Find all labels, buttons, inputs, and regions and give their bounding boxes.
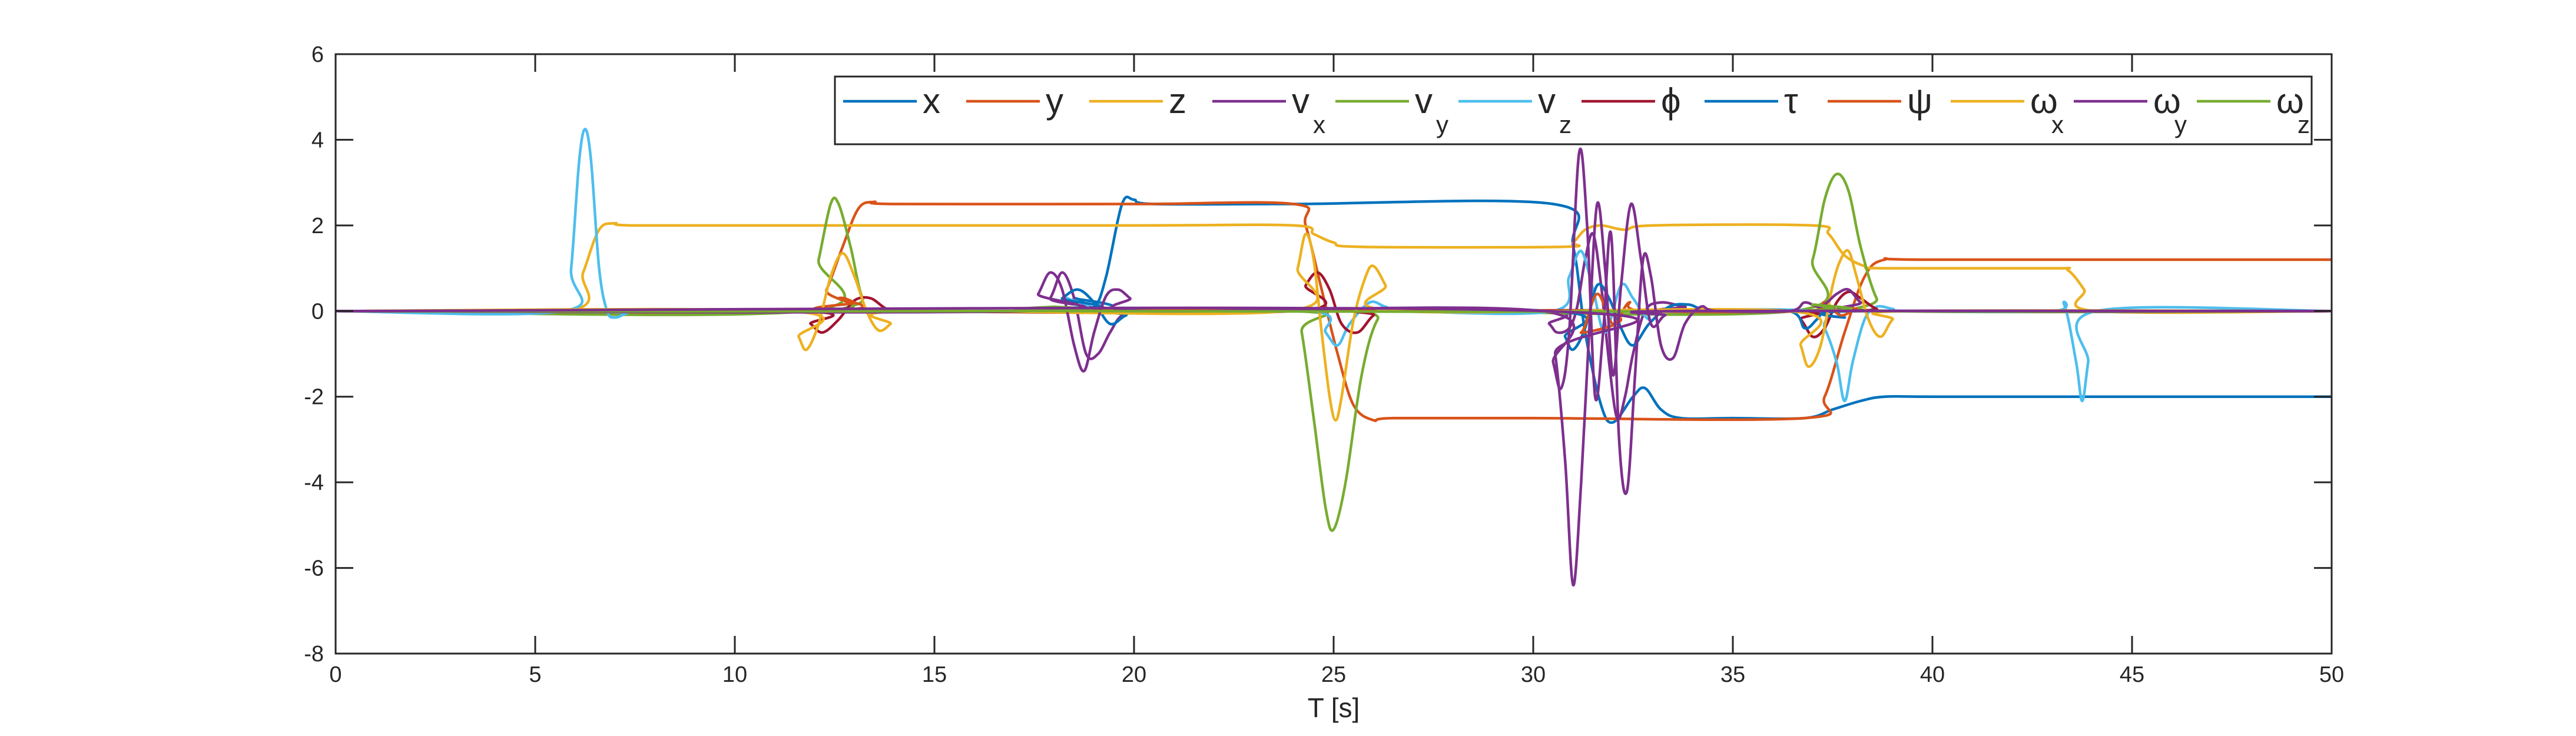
x-tick-label: 50 <box>2319 662 2344 687</box>
x-axis-label: T [s] <box>1308 692 1360 723</box>
series-line-v-x <box>336 232 2332 421</box>
series-line-psi <box>336 292 2332 334</box>
legend-label: ω <box>2153 81 2181 121</box>
series-line-omega-y-secondary <box>336 201 2332 586</box>
legend-item-z: z <box>1089 81 1186 121</box>
legend-label: ψ <box>1907 81 1932 121</box>
legend-label: x <box>923 81 940 121</box>
series-line-omega-x <box>336 233 2332 422</box>
legend-label: τ <box>1784 81 1798 121</box>
legend-item-tau: τ <box>1705 81 1798 121</box>
legend-label: v <box>1538 81 1556 121</box>
legend-item-omega-y: ωy <box>2074 81 2187 138</box>
x-tick-label: 10 <box>722 662 747 687</box>
x-tick-label: 30 <box>1521 662 1546 687</box>
legend-item-psi: ψ <box>1828 81 1932 121</box>
legend-item-phi: ϕ <box>1582 81 1681 121</box>
legend-label-subscript: z <box>1559 111 1572 138</box>
x-tick-label: 5 <box>529 662 541 687</box>
legend-item-x: x <box>843 81 940 121</box>
x-tick-label: 0 <box>329 662 342 687</box>
legend-label-subscript: y <box>2174 111 2187 138</box>
x-tick-label: 45 <box>2120 662 2144 687</box>
legend-label: ω <box>2030 81 2058 121</box>
y-tick-label: -2 <box>304 385 324 410</box>
legend-label: v <box>1292 81 1309 121</box>
y-tick-label: -4 <box>304 470 324 495</box>
legend-label-subscript: x <box>1313 111 1325 138</box>
y-tick-label: -8 <box>304 642 324 667</box>
legend-label-subscript: y <box>1436 111 1448 138</box>
legend-label: z <box>1169 81 1186 121</box>
legend-item-omega-x: ωx <box>1951 81 2064 138</box>
y-tick-label: 0 <box>311 299 324 324</box>
y-tick-label: 6 <box>311 42 324 67</box>
x-tick-label: 35 <box>1720 662 1745 687</box>
x-tick-label: 15 <box>922 662 947 687</box>
y-tick-label: -6 <box>304 556 324 581</box>
y-tick-label: 4 <box>311 128 324 152</box>
legend-item-y: y <box>966 81 1063 121</box>
plot-lines <box>336 128 2332 586</box>
series-line-v-y <box>336 173 2332 532</box>
legend-item-v-z: vz <box>1458 81 1572 138</box>
x-tick-label: 25 <box>1321 662 1346 687</box>
x-axis: 0 5 10 15 20 25 30 35 40 45 50 <box>329 54 2344 687</box>
legend-label-subscript: x <box>2051 111 2064 138</box>
legend-label: ω <box>2276 81 2304 121</box>
legend-item-omega-z: ωz <box>2197 81 2310 138</box>
legend-label: ϕ <box>1661 81 1681 121</box>
legend-label: v <box>1415 81 1433 121</box>
legend-label-subscript: z <box>2297 111 2310 138</box>
legend-label: y <box>1046 81 1063 121</box>
legend-item-v-x: vx <box>1212 81 1325 138</box>
plot-area <box>336 54 2332 654</box>
legend-box <box>834 75 2313 145</box>
series-line-omega-y <box>336 147 2332 495</box>
x-tick-label: 20 <box>1122 662 1146 687</box>
legend-item-v-y: vy <box>1335 81 1448 138</box>
y-axis: -8 -6 -4 -2 0 2 4 6 <box>304 42 2332 667</box>
x-tick-label: 40 <box>1920 662 1945 687</box>
y-tick-label: 2 <box>311 214 324 238</box>
